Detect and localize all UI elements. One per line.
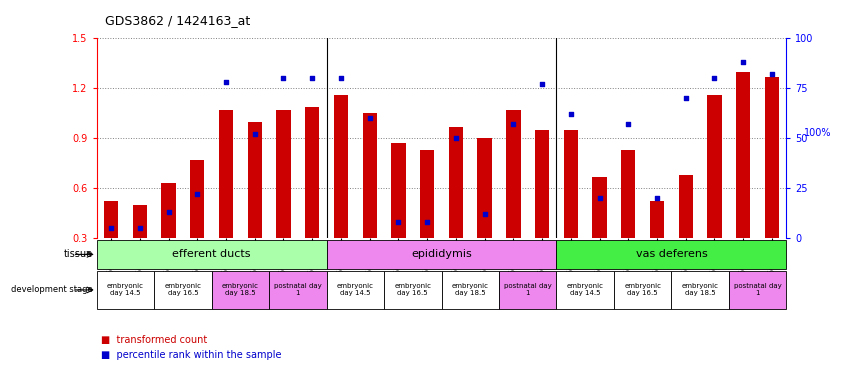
Bar <box>212 271 269 309</box>
Bar <box>506 110 521 238</box>
Point <box>506 121 520 127</box>
Bar <box>326 271 384 309</box>
Point <box>708 75 722 81</box>
Point <box>621 121 635 127</box>
Point <box>191 191 204 197</box>
Point <box>334 75 347 81</box>
Text: embryonic
day 14.5: embryonic day 14.5 <box>107 283 144 296</box>
Bar <box>190 160 204 238</box>
Bar <box>97 240 326 269</box>
Bar <box>219 110 233 238</box>
Bar <box>305 107 320 238</box>
Text: tissue: tissue <box>63 249 93 260</box>
Bar <box>277 110 291 238</box>
Bar <box>671 271 729 309</box>
Bar <box>247 122 262 238</box>
Text: embryonic
day 18.5: embryonic day 18.5 <box>452 283 489 296</box>
Bar <box>97 271 154 309</box>
Y-axis label: 100%: 100% <box>804 128 832 138</box>
Text: postnatal day
1: postnatal day 1 <box>274 283 322 296</box>
Point <box>220 79 233 85</box>
Bar <box>478 138 492 238</box>
Point <box>305 75 319 81</box>
Point <box>363 115 377 121</box>
Point <box>420 219 434 225</box>
Point <box>449 135 463 141</box>
Bar <box>557 271 614 309</box>
Bar <box>729 271 786 309</box>
Bar <box>736 72 750 238</box>
Bar <box>326 240 557 269</box>
Point <box>765 71 779 78</box>
Point <box>161 209 175 215</box>
Text: embryonic
day 16.5: embryonic day 16.5 <box>394 283 431 296</box>
Bar <box>391 143 405 238</box>
Bar <box>161 183 176 238</box>
Point <box>248 131 262 137</box>
Text: embryonic
day 16.5: embryonic day 16.5 <box>624 283 661 296</box>
Text: postnatal day
1: postnatal day 1 <box>504 283 552 296</box>
Point <box>104 225 118 231</box>
Bar <box>650 202 664 238</box>
Bar <box>557 240 786 269</box>
Point <box>650 195 664 201</box>
Point <box>277 75 290 81</box>
Bar <box>269 271 326 309</box>
Point <box>593 195 606 201</box>
Text: ■  transformed count: ■ transformed count <box>101 335 207 345</box>
Point <box>536 81 549 88</box>
Text: development stage: development stage <box>11 285 93 295</box>
Bar <box>614 271 671 309</box>
Bar <box>334 95 348 238</box>
Bar <box>420 150 434 238</box>
Bar <box>449 127 463 238</box>
Text: ■  percentile rank within the sample: ■ percentile rank within the sample <box>101 350 282 360</box>
Bar <box>104 202 119 238</box>
Bar <box>499 271 557 309</box>
Bar <box>621 150 636 238</box>
Bar <box>764 77 779 238</box>
Text: postnatal day
1: postnatal day 1 <box>733 283 781 296</box>
Text: GDS3862 / 1424163_at: GDS3862 / 1424163_at <box>105 14 251 27</box>
Point <box>564 111 578 118</box>
Point <box>737 59 750 65</box>
Bar <box>563 130 578 238</box>
Text: embryonic
day 14.5: embryonic day 14.5 <box>337 283 373 296</box>
Text: embryonic
day 18.5: embryonic day 18.5 <box>682 283 718 296</box>
Text: efferent ducts: efferent ducts <box>172 249 251 260</box>
Bar <box>679 175 693 238</box>
Text: embryonic
day 14.5: embryonic day 14.5 <box>567 283 604 296</box>
Bar <box>707 95 722 238</box>
Point <box>478 211 491 217</box>
Bar <box>133 205 147 238</box>
Point <box>392 219 405 225</box>
Bar <box>535 130 549 238</box>
Bar <box>592 177 606 238</box>
Text: embryonic
day 16.5: embryonic day 16.5 <box>165 283 201 296</box>
Text: vas deferens: vas deferens <box>636 249 707 260</box>
Text: epididymis: epididymis <box>411 249 472 260</box>
Text: embryonic
day 18.5: embryonic day 18.5 <box>222 283 259 296</box>
Bar <box>442 271 499 309</box>
Point <box>133 225 146 231</box>
Bar <box>362 113 377 238</box>
Bar <box>154 271 212 309</box>
Bar <box>384 271 442 309</box>
Point <box>679 95 692 101</box>
